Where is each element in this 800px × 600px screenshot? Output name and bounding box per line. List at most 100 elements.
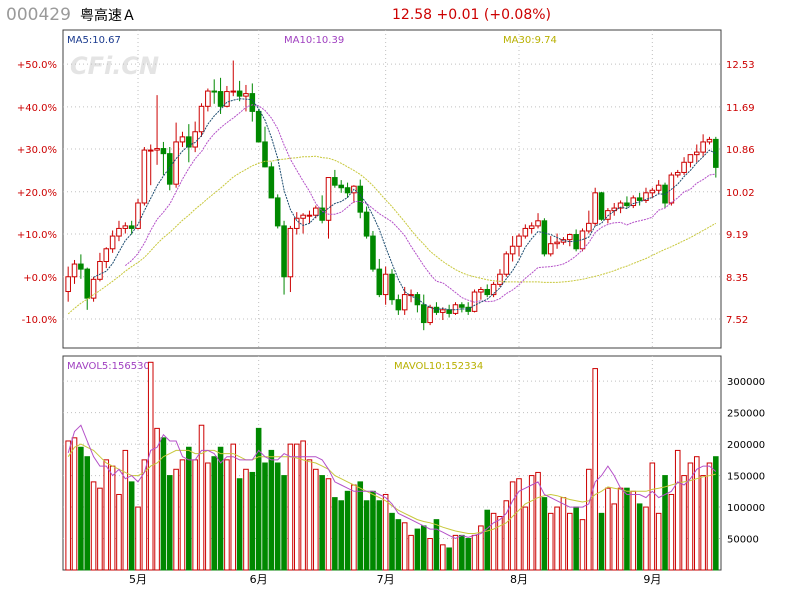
candle-body (687, 154, 694, 163)
candle-body (713, 138, 719, 168)
candle-body (611, 207, 618, 212)
right-price-tick: 10.86 (726, 145, 755, 156)
month-label: 7月 (377, 573, 395, 586)
candle-body (90, 278, 97, 299)
candle-body (535, 220, 541, 227)
volume-bar (268, 449, 275, 571)
candle-body (567, 234, 573, 241)
volume-bar (541, 497, 548, 571)
right-price-tick: 9.19 (726, 230, 748, 241)
candle-body (300, 214, 306, 219)
candle-body (255, 110, 262, 143)
volume-bar (78, 446, 84, 571)
volume-bar (90, 481, 97, 571)
volume-bar (224, 459, 230, 571)
candle-body (503, 253, 510, 275)
candle-body (414, 294, 421, 306)
candle-body (693, 151, 700, 156)
volume-bar (205, 462, 211, 571)
candle-body (636, 197, 643, 201)
volume-bar (179, 459, 186, 571)
left-pct-tick: +50.0% (17, 60, 57, 71)
candle-body (395, 299, 402, 311)
volume-tick: 250000 (727, 409, 765, 420)
volume-bar (370, 490, 376, 571)
volume-bar (255, 427, 262, 571)
volume-tick: 100000 (727, 503, 765, 514)
candle-body (65, 276, 71, 293)
left-pct-tick: +20.0% (17, 188, 57, 199)
volume-bar (262, 462, 268, 571)
volume-bar (382, 493, 389, 571)
volume-bar (71, 437, 78, 571)
volume-bar (573, 506, 579, 571)
ma5-line (93, 98, 717, 311)
candle-body (103, 248, 110, 263)
candle-body (592, 192, 598, 224)
price-quote: 12.58 +0.01 (+0.08%) (392, 7, 551, 23)
volume-bar (281, 475, 287, 571)
candle-body (332, 177, 338, 186)
candle-body (84, 268, 91, 299)
candle-body (490, 283, 497, 296)
candle-body (128, 225, 135, 229)
right-price-tick: 8.35 (726, 273, 748, 284)
candle-body (706, 138, 713, 143)
candle-body (338, 184, 344, 189)
volume-bar (166, 475, 173, 571)
volume-bar (198, 424, 205, 571)
candle-body (97, 261, 103, 280)
candle-body (78, 263, 84, 270)
volume-bar (522, 506, 529, 571)
volume-bar (293, 443, 300, 571)
volume-tick: 50000 (727, 535, 759, 546)
price-plot (65, 60, 719, 331)
volume-bar (598, 512, 605, 571)
volume-bar (236, 478, 243, 571)
candle-body (363, 211, 370, 237)
volume-bar (230, 443, 237, 571)
volume-bar (516, 478, 522, 571)
volume-bar (300, 440, 306, 571)
volume-bar (681, 475, 687, 571)
ma10-legend: MA10:10.39 (284, 35, 344, 46)
ma30-legend: MA30:9.74 (503, 35, 557, 46)
candle-body (217, 91, 224, 107)
candle-body (427, 306, 433, 324)
volume-bar (97, 487, 103, 571)
ma5-legend: MA5:10.67 (67, 35, 121, 46)
candle-body (649, 189, 656, 194)
candle-body (547, 243, 554, 255)
left-pct-tick: +0.0% (23, 273, 57, 284)
volume-bar (484, 509, 491, 571)
candle-body (141, 149, 148, 204)
volume-bar (617, 487, 624, 571)
volume-bar (103, 459, 110, 571)
volume-bar (401, 522, 408, 571)
candle-body (166, 153, 173, 185)
candle-body (186, 136, 192, 148)
volume-bar (433, 519, 440, 571)
volume-bar (662, 475, 668, 571)
candle-body (135, 202, 141, 229)
candle-body (236, 90, 243, 97)
volume-bar (338, 500, 344, 571)
watermark: CFi.CN (70, 52, 159, 80)
volume-bar (319, 475, 325, 571)
mavol5-legend: MAVOL5:156530 (67, 361, 150, 372)
candle-body (205, 90, 211, 107)
candle-body (116, 227, 122, 237)
month-label: 9月 (643, 573, 661, 586)
volume-bar (389, 512, 395, 571)
candle-body (605, 210, 611, 220)
candle-body (554, 241, 560, 245)
volume-bar (490, 512, 497, 571)
volume-bar (440, 544, 446, 571)
volume-bar (674, 449, 681, 571)
candle-body (262, 141, 268, 168)
volume-bar (497, 516, 503, 571)
candle-body (484, 288, 491, 296)
volume-bar (567, 512, 573, 571)
right-price-tick: 11.69 (726, 103, 755, 114)
volume-bar (109, 465, 116, 571)
